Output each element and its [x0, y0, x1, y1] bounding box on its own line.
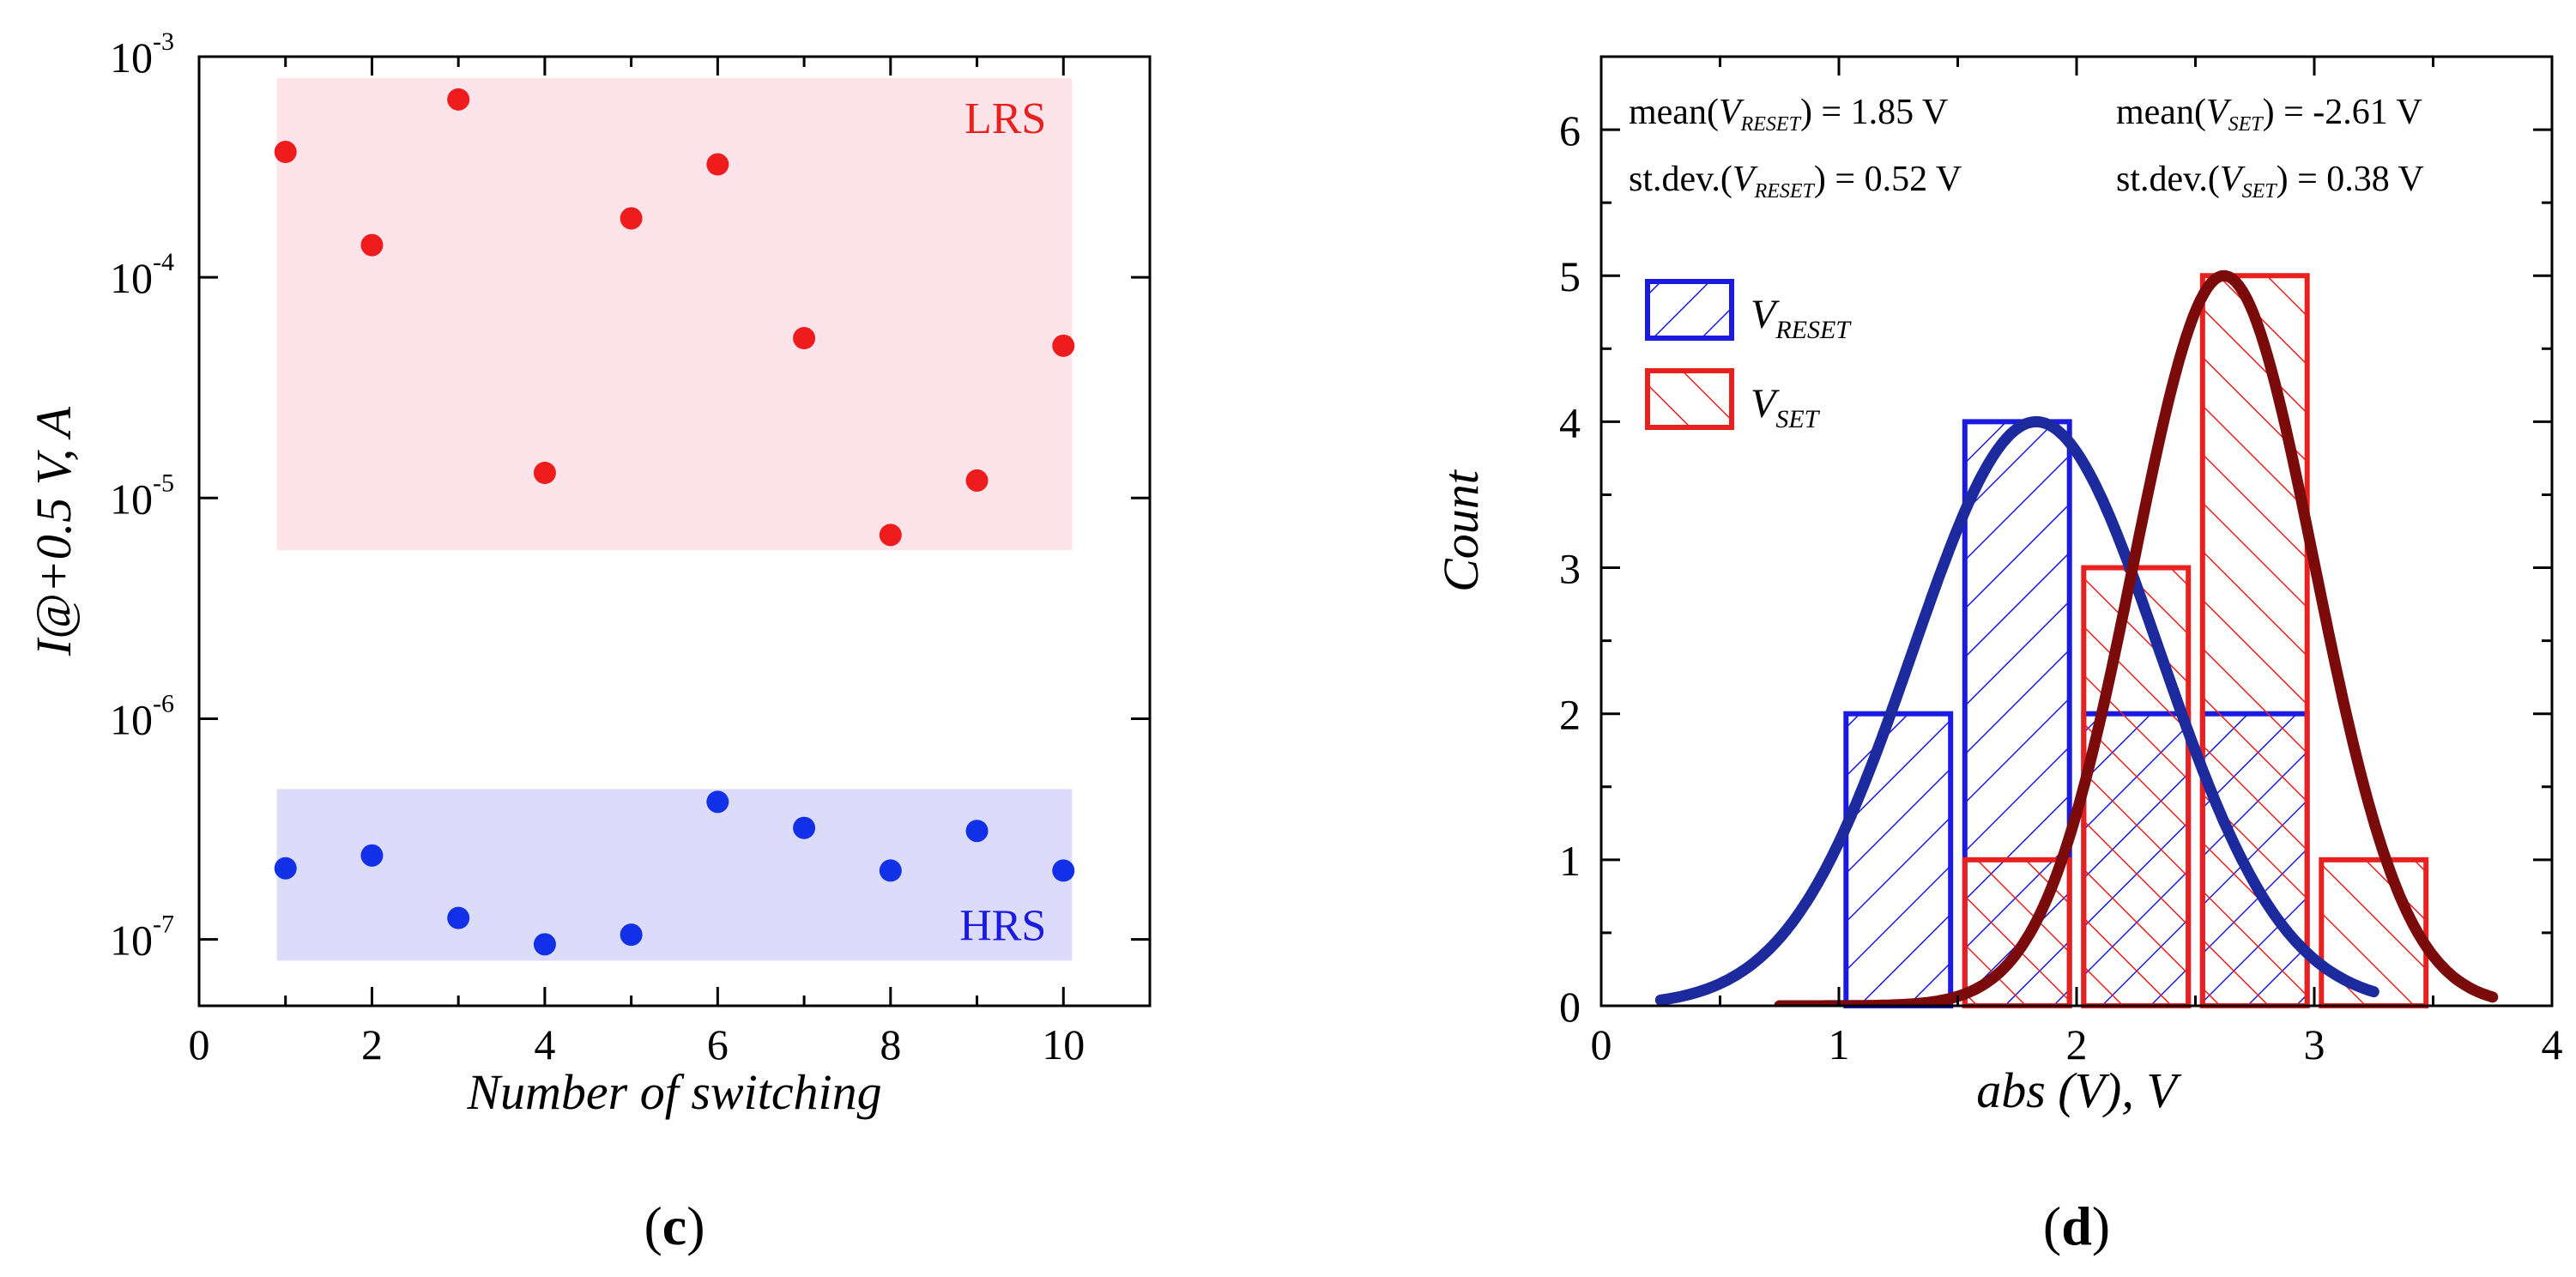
plot-frame: [197, 55, 1152, 1008]
point-hrs: [620, 923, 643, 947]
legend: VRESET VSET: [1645, 279, 1852, 433]
paren-close: ): [686, 1195, 704, 1256]
y-tick-label: 6: [1559, 106, 1581, 154]
x-tick-label: 3: [2304, 1020, 2325, 1068]
y-tick-label: 3: [1559, 545, 1581, 593]
x-tick-label: 0: [189, 1020, 210, 1068]
point-hrs: [1052, 859, 1075, 882]
x-tick-label: 8: [880, 1020, 901, 1068]
point-hrs: [793, 816, 816, 839]
annotation-stdev-set: st.dev.(VSET) = 0.38 V: [2116, 160, 2424, 203]
x-tick-label: 2: [2066, 1020, 2088, 1068]
y-tick-label: 0: [1559, 983, 1581, 1031]
axis-ticks: 0 1 2 3 4 0 1 2 3 4 5 6: [1559, 57, 2563, 1068]
point-lrs: [620, 207, 643, 230]
y-axis-label: I@+0.5 V, A: [26, 406, 82, 657]
y-tick-label: 10-4: [110, 248, 174, 302]
y-tick-label: 10-3: [110, 27, 174, 82]
x-tick-label: 2: [361, 1020, 383, 1068]
bar-v-set: [2081, 565, 2192, 1008]
bar-v-set: [2319, 856, 2429, 1008]
legend-label-reset: VRESET: [1751, 292, 1852, 344]
paren-open: (: [644, 1195, 662, 1256]
x-tick-label: 4: [2542, 1020, 2563, 1068]
x-axis-label: Number of switching: [466, 1064, 881, 1120]
point-lrs: [360, 233, 384, 257]
x-tick-label: 1: [1829, 1020, 1850, 1068]
paren-open: (: [2043, 1195, 2061, 1256]
paren-close: ): [2092, 1195, 2110, 1256]
annotation-mean-set: mean(VSET) = -2.61 V: [2116, 93, 2422, 136]
x-tick-label: 10: [1042, 1020, 1085, 1068]
region-label-hrs: HRS: [959, 902, 1046, 951]
panel-label-d: (d): [2043, 1195, 2110, 1256]
panel-c: LRS HRS 0 2 4 6 8 10 10-7 10-6 10-5 10-4 10-3 Numbe…: [26, 27, 1152, 1256]
point-hrs: [274, 856, 297, 880]
point-hrs: [706, 790, 729, 814]
y-tick-label: 1: [1559, 837, 1581, 885]
point-lrs: [447, 88, 470, 111]
y-axis-label: Count: [1433, 469, 1489, 592]
y-tick-label: 2: [1559, 691, 1581, 739]
x-axis-label: abs (V), V: [1976, 1062, 2182, 1118]
x-tick-label: 0: [1591, 1020, 1612, 1068]
panel-label-c: (c): [644, 1195, 704, 1256]
region-label-lrs: LRS: [964, 94, 1046, 143]
point-hrs: [533, 933, 556, 956]
y-tick-label: 10-6: [110, 689, 174, 743]
bar-v-set: [2199, 273, 2310, 1008]
y-tick-label: 4: [1559, 398, 1581, 446]
point-hrs: [965, 820, 989, 843]
point-lrs: [274, 141, 297, 164]
region-hrs: [276, 789, 1073, 961]
x-tick-label: 4: [534, 1020, 555, 1068]
point-lrs: [706, 153, 729, 176]
x-tick-label: 6: [707, 1020, 729, 1068]
point-lrs: [965, 469, 989, 492]
region-lrs: [276, 77, 1073, 551]
point-lrs: [1052, 334, 1075, 357]
panel-letter: c: [662, 1195, 686, 1256]
legend-swatch-reset: [1645, 279, 1734, 341]
y-tick-label: 10-5: [110, 469, 174, 523]
point-lrs: [533, 461, 556, 484]
statistics-annotations: mean(VRESET) = 1.85 V mean(VSET) = -2.61…: [1629, 93, 2424, 203]
fit-curve-v-reset: [1654, 415, 2379, 1006]
panel-d: 0 1 2 3 4 0 1 2 3 4 5 6 mean(VRESET) = 1.85 V mean(…: [1433, 55, 2563, 1256]
histogram-bars: [1843, 273, 2429, 1008]
point-lrs: [879, 524, 902, 547]
annotation-mean-reset: mean(VRESET) = 1.85 V: [1629, 93, 1948, 136]
annotation-stdev-reset: st.dev.(VRESET) = 0.52 V: [1629, 160, 1962, 203]
axis-ticks: 0 2 4 6 8 10 10-7 10-6 10-5 10-4 10-3: [110, 27, 1150, 1068]
bar-v-reset: [1843, 711, 1954, 1008]
point-hrs: [360, 844, 384, 867]
y-tick-label: 5: [1559, 252, 1581, 300]
data-points: [274, 88, 1075, 956]
panel-letter: d: [2061, 1195, 2092, 1256]
state-regions: LRS HRS: [276, 77, 1073, 961]
legend-swatch-set: [1645, 368, 1734, 430]
point-hrs: [447, 906, 470, 929]
y-tick-label: 10-7: [110, 911, 174, 965]
point-lrs: [793, 327, 816, 350]
legend-label-set: VSET: [1751, 381, 1821, 433]
point-hrs: [879, 859, 902, 882]
